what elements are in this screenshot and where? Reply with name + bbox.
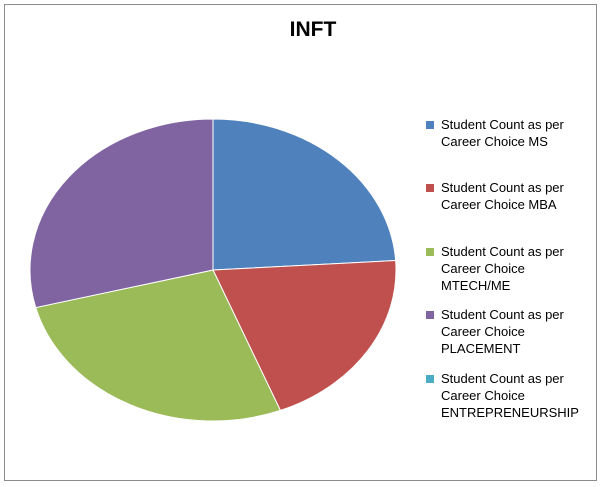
pie-slice [212, 259, 397, 412]
pie-slice [212, 118, 397, 271]
chart-frame [4, 4, 597, 481]
legend-swatch [426, 184, 434, 192]
legend-label: Student Count as per Career Choice MS [441, 117, 564, 149]
legend-swatch [426, 121, 434, 129]
legend-swatch [426, 375, 434, 383]
legend-label: Student Count as per Career Choice ENTRE… [441, 371, 579, 420]
chart-title: INFT [290, 18, 337, 41]
legend-label: Student Count as per Career Choice MTECH… [441, 244, 564, 293]
legend-swatch [426, 248, 434, 256]
legend-swatch [426, 311, 434, 319]
legend-label: Student Count as per Career Choice MBA [441, 180, 564, 212]
pie-slice [35, 269, 282, 422]
legend-label: Student Count as per Career Choice PLACE… [441, 307, 564, 356]
pie-slice [29, 118, 214, 309]
